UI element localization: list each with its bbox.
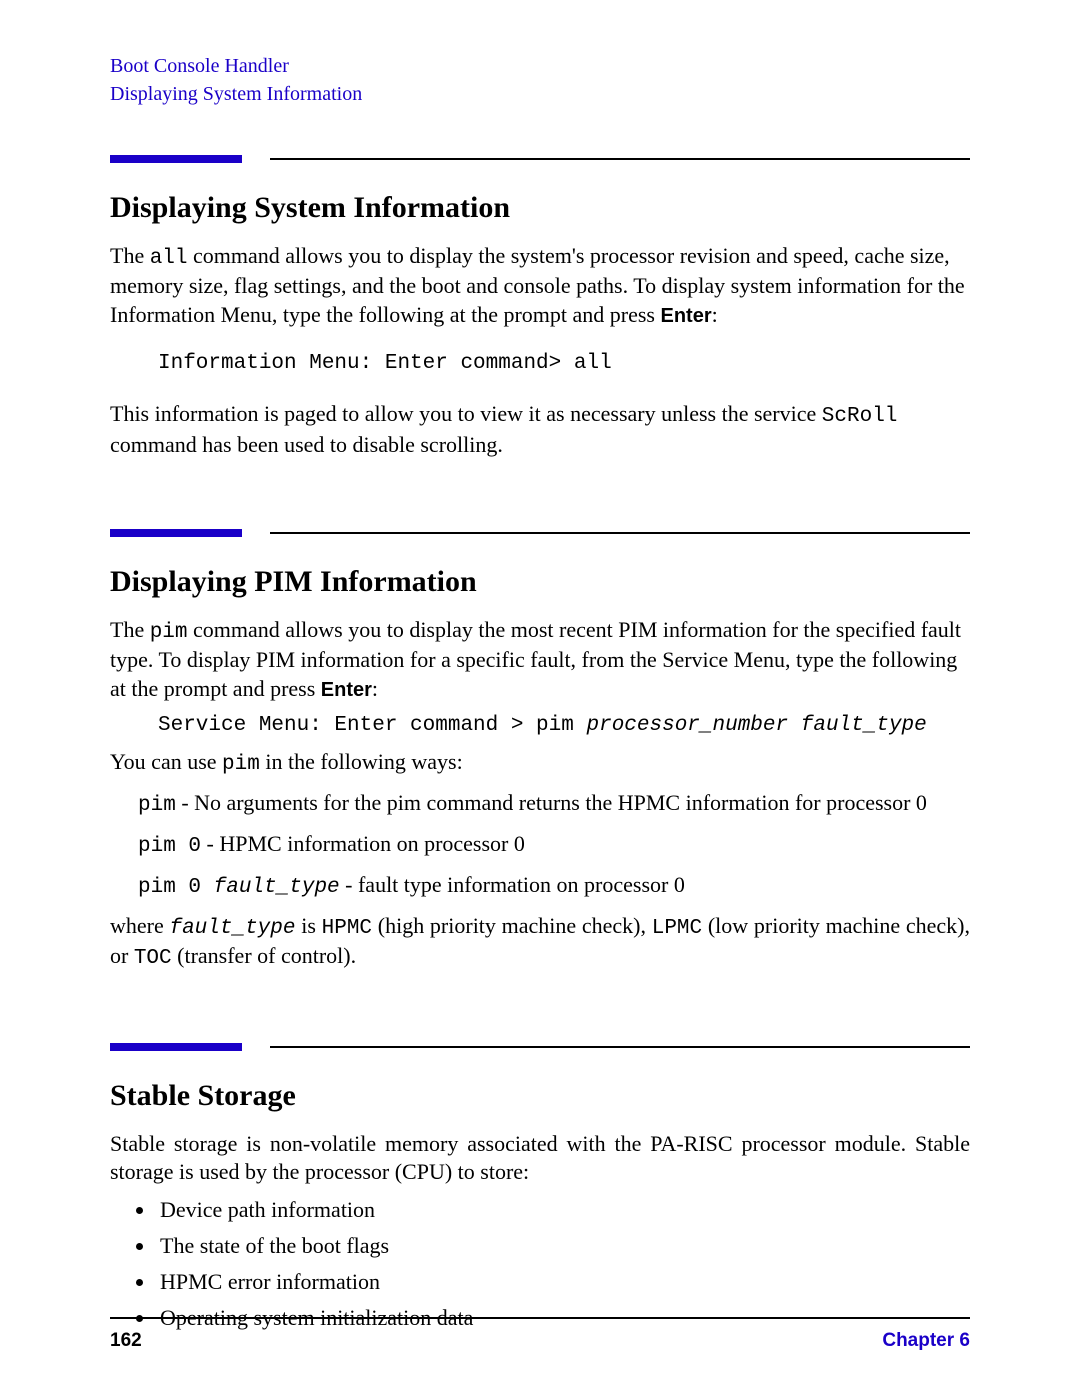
- rule-bar: [110, 155, 242, 163]
- text: :: [712, 302, 718, 327]
- header-chapter-title: Boot Console Handler: [110, 54, 970, 80]
- rule-line: [270, 1046, 970, 1048]
- bullet-list: Device path information The state of the…: [110, 1196, 970, 1333]
- usage-item: pim - No arguments for the pim command r…: [138, 789, 970, 820]
- inline-code: pim: [138, 794, 176, 817]
- rule-bar: [110, 1043, 242, 1051]
- code-arg: fault_type: [214, 876, 340, 899]
- inline-code: pim 0: [138, 876, 214, 899]
- text: This information is paged to allow you t…: [110, 401, 822, 426]
- code-block: Service Menu: Enter command > pim proces…: [158, 713, 970, 740]
- text: in the following ways:: [260, 749, 463, 774]
- section-rule: [110, 1043, 970, 1051]
- page-number: 162: [110, 1329, 142, 1353]
- rule-bar: [110, 529, 242, 537]
- section-displaying-pim-information: Displaying PIM Information The pim comma…: [110, 529, 970, 973]
- inline-code: pim 0: [138, 835, 201, 858]
- inline-code: all: [150, 247, 188, 270]
- footer-rule: [110, 1317, 970, 1319]
- inline-code: ScRoll: [822, 405, 898, 428]
- paragraph: where fault_type is HPMC (high priority …: [110, 912, 970, 974]
- rule-line: [270, 158, 970, 160]
- section-heading: Displaying System Information: [110, 189, 970, 227]
- inline-code: pim: [150, 621, 188, 644]
- paragraph: This information is paged to allow you t…: [110, 400, 970, 459]
- text: The: [110, 243, 150, 268]
- inline-code: TOC: [134, 947, 172, 970]
- running-header: Boot Console Handler Displaying System I…: [110, 54, 970, 107]
- paragraph: You can use pim in the following ways:: [110, 748, 970, 779]
- section-rule: [110, 155, 970, 163]
- section-heading: Displaying PIM Information: [110, 563, 970, 601]
- text: command allows you to display the system…: [110, 243, 965, 327]
- code-text: [788, 714, 801, 737]
- page-footer: 162 Chapter 6: [110, 1317, 970, 1353]
- page: Boot Console Handler Displaying System I…: [0, 0, 1080, 1397]
- text: :: [372, 676, 378, 701]
- text: command has been used to disable scrolli…: [110, 432, 503, 457]
- section-displaying-system-information: Displaying System Information The all co…: [110, 155, 970, 459]
- paragraph: Stable storage is non-volatile memory as…: [110, 1130, 970, 1186]
- list-item: Device path information: [156, 1196, 970, 1224]
- key-label: Enter: [661, 305, 712, 327]
- inline-code: HPMC: [322, 917, 372, 940]
- paragraph: The all command allows you to display th…: [110, 242, 970, 330]
- text: (high priority machine check),: [372, 913, 652, 938]
- section-heading: Stable Storage: [110, 1077, 970, 1115]
- text: command allows you to display the most r…: [110, 617, 961, 701]
- text: is: [296, 913, 322, 938]
- usage-item: pim 0 - HPMC information on processor 0: [138, 830, 970, 861]
- list-item: HPMC error information: [156, 1268, 970, 1296]
- text: - No arguments for the pim command retur…: [176, 790, 927, 815]
- header-section-title: Displaying System Information: [110, 82, 970, 108]
- code-arg: processor_number: [586, 714, 788, 737]
- text: where: [110, 913, 169, 938]
- text: (transfer of control).: [172, 943, 356, 968]
- text: The: [110, 617, 150, 642]
- text: You can use: [110, 749, 222, 774]
- footer-row: 162 Chapter 6: [110, 1329, 970, 1353]
- text: - HPMC information on processor 0: [201, 831, 525, 856]
- list-item: The state of the boot flags: [156, 1232, 970, 1260]
- paragraph: The pim command allows you to display th…: [110, 616, 970, 704]
- code-block: Information Menu: Enter command> all: [158, 351, 970, 378]
- rule-line: [270, 532, 970, 534]
- code-arg: fault_type: [801, 714, 927, 737]
- code-text: Service Menu: Enter command > pim: [158, 714, 586, 737]
- key-label: Enter: [321, 679, 372, 701]
- text: - fault type information on processor 0: [340, 872, 685, 897]
- chapter-label: Chapter 6: [882, 1329, 970, 1353]
- inline-code: pim: [222, 753, 260, 776]
- section-rule: [110, 529, 970, 537]
- section-stable-storage: Stable Storage Stable storage is non-vol…: [110, 1043, 970, 1332]
- inline-code: LPMC: [652, 917, 702, 940]
- code-arg: fault_type: [169, 917, 295, 940]
- usage-item: pim 0 fault_type - fault type informatio…: [138, 871, 970, 902]
